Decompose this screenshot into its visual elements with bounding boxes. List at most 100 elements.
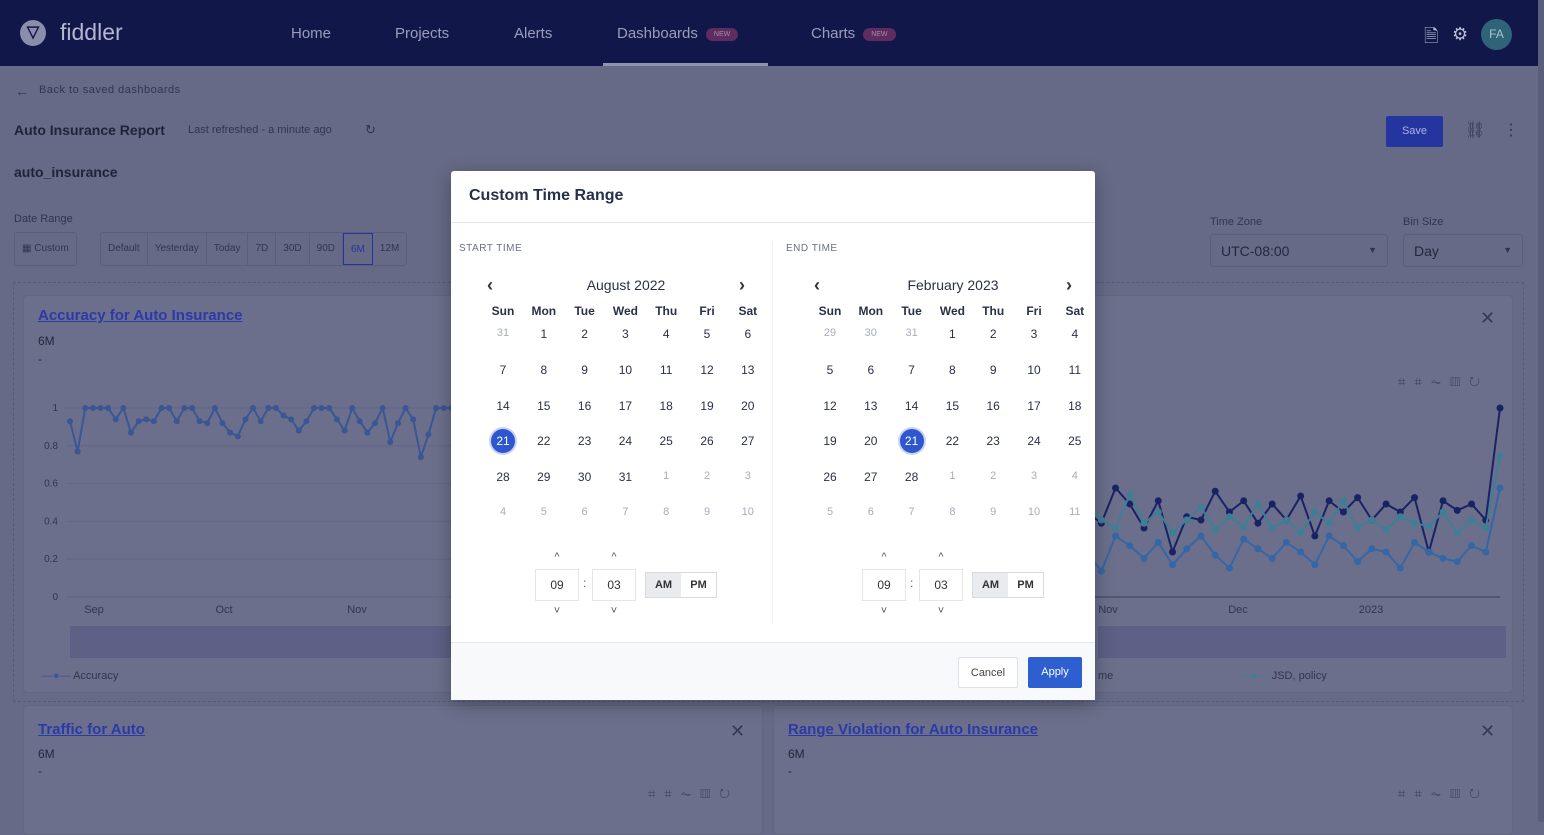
nav-projects[interactable]: Projects <box>395 25 450 42</box>
calendar-day[interactable]: 4 <box>1071 470 1078 483</box>
calendar-day[interactable]: 22 <box>945 434 960 449</box>
chart-toolbar[interactable]: ⌗⌗⏦▥↻ <box>1398 786 1490 801</box>
calendar-day[interactable]: 15 <box>537 398 551 413</box>
calendar-day[interactable]: 15 <box>945 398 960 413</box>
scrollbar[interactable] <box>1538 0 1544 822</box>
calendar-day[interactable]: 24 <box>618 434 633 449</box>
calendar-day[interactable]: 21 <box>491 429 515 454</box>
calendar-day[interactable]: 16 <box>986 398 1000 413</box>
calendar-day[interactable]: 17 <box>618 398 633 413</box>
next-month-icon[interactable]: › <box>739 275 745 295</box>
calendar-day[interactable]: 14 <box>496 398 510 413</box>
legend-label[interactable]: me <box>1098 670 1114 682</box>
calendar-day[interactable]: 5 <box>826 506 834 518</box>
calendar-day[interactable]: 31 <box>618 470 633 485</box>
hour-up-icon[interactable]: ^ <box>881 551 887 563</box>
calendar-day[interactable]: 7 <box>499 362 507 377</box>
calendar-day[interactable]: 24 <box>1027 434 1041 449</box>
calendar-day[interactable]: 26 <box>700 434 714 449</box>
minute-input[interactable]: 03 <box>592 569 636 601</box>
calendar-day[interactable]: 23 <box>986 434 1000 449</box>
range-7d[interactable]: 7D <box>248 233 277 265</box>
range-12m[interactable]: 12M <box>379 243 400 254</box>
calendar-day[interactable]: 7 <box>622 506 629 518</box>
prev-month-icon[interactable]: ‹ <box>487 275 493 295</box>
hour-down-icon[interactable]: ˅ <box>553 605 561 617</box>
document-icon[interactable]: 🗎 <box>1424 26 1439 46</box>
calendar-day[interactable]: 5 <box>703 327 711 341</box>
calendar-day[interactable]: 6 <box>867 506 874 518</box>
calendar-day[interactable]: 18 <box>659 398 673 413</box>
prev-month-icon[interactable]: ‹ <box>814 275 820 295</box>
calendar-day[interactable]: 9 <box>581 362 588 377</box>
calendar-day[interactable]: 31 <box>496 327 510 339</box>
minute-up-icon[interactable]: ^ <box>611 551 617 563</box>
link-icon[interactable]: ⛓ <box>1465 122 1486 139</box>
range-default[interactable]: Default <box>101 233 148 265</box>
nav-charts[interactable]: Charts NEW <box>811 25 896 42</box>
calendar-day[interactable]: 30 <box>577 470 592 485</box>
calendar-day[interactable]: 26 <box>823 470 837 485</box>
hour-down-icon[interactable]: ˅ <box>880 605 888 617</box>
calendar-day[interactable]: 22 <box>537 434 551 449</box>
calendar-day[interactable]: 5 <box>826 362 834 377</box>
minute-down-icon[interactable]: ˅ <box>937 605 945 617</box>
legend-jsd-policy[interactable]: —●— JSD, policy <box>1240 670 1327 682</box>
calendar-day[interactable]: 17 <box>1027 398 1041 413</box>
minute-down-icon[interactable]: ˅ <box>610 605 618 617</box>
range-90d[interactable]: 90D <box>310 233 343 265</box>
pm-button[interactable]: PM <box>690 579 707 591</box>
calendar-day[interactable]: 31 <box>905 327 918 339</box>
calendar-day[interactable]: 27 <box>864 470 878 485</box>
calendar-day[interactable]: 4 <box>662 327 670 341</box>
calendar-day[interactable]: 2 <box>581 327 588 341</box>
calendar-day[interactable]: 1 <box>663 470 670 483</box>
am-button[interactable]: AM <box>646 573 681 597</box>
calendar-day[interactable]: 8 <box>663 506 670 518</box>
calendar-day[interactable]: 7 <box>908 362 915 377</box>
calendar-day[interactable]: 4 <box>499 506 507 518</box>
calendar-day[interactable]: 11 <box>659 362 673 377</box>
legend-accuracy[interactable]: —●— Accuracy <box>42 670 118 682</box>
calendar-day[interactable]: 19 <box>823 434 837 449</box>
range-today[interactable]: Today <box>207 233 249 265</box>
calendar-day[interactable]: 13 <box>864 398 878 413</box>
chart-toolbar[interactable]: ⌗⌗⏦▥↻ <box>1398 374 1490 389</box>
calendar-day[interactable]: 2 <box>703 470 711 483</box>
range-30d[interactable]: 30D <box>276 233 310 265</box>
back-arrow-icon[interactable]: ← <box>15 83 29 99</box>
calendar-day[interactable]: 6 <box>581 506 588 518</box>
calendar-day[interactable]: 10 <box>618 362 633 377</box>
calendar-day[interactable]: 30 <box>864 327 877 339</box>
calendar-day[interactable]: 1 <box>949 470 956 483</box>
apply-button[interactable]: Apply <box>1028 657 1082 688</box>
calendar-day[interactable]: 18 <box>1068 398 1082 413</box>
calendar-day[interactable]: 4 <box>1071 327 1079 341</box>
calendar-day[interactable]: 29 <box>537 470 551 485</box>
calendar-day[interactable]: 6 <box>744 327 752 341</box>
calendar-day[interactable]: 3 <box>622 327 629 341</box>
chart-toolbar[interactable]: ⌗⌗⏦▥↻ <box>648 786 740 801</box>
calendar-day[interactable]: 6 <box>867 362 875 377</box>
calendar-day[interactable]: 7 <box>908 506 915 518</box>
am-button[interactable]: AM <box>973 573 1008 597</box>
refresh-icon[interactable]: ↻ <box>365 122 376 137</box>
calendar-day[interactable]: 23 <box>577 434 592 449</box>
more-options-icon[interactable]: ⋮ <box>1503 122 1519 139</box>
calendar-day[interactable]: 10 <box>741 506 754 518</box>
calendar-day[interactable]: 28 <box>496 470 510 485</box>
back-link[interactable]: Back to saved dashboards <box>39 84 181 96</box>
chart-title[interactable]: Accuracy for Auto Insurance <box>38 307 243 324</box>
calendar-day[interactable]: 5 <box>540 506 547 518</box>
calendar-day[interactable]: 27 <box>741 434 755 449</box>
calendar-day[interactable]: 8 <box>949 362 956 377</box>
calendar-day[interactable]: 20 <box>864 434 878 449</box>
close-icon[interactable]: ✕ <box>1480 308 1496 328</box>
calendar-day[interactable]: 11 <box>1069 506 1081 518</box>
calendar-day[interactable]: 2 <box>989 327 997 341</box>
hour-input[interactable]: 09 <box>862 569 906 601</box>
calendar-day[interactable]: 29 <box>823 327 837 339</box>
calendar-day[interactable]: 21 <box>899 429 924 454</box>
hour-input[interactable]: 09 <box>535 569 579 601</box>
calendar-day[interactable]: 1 <box>949 327 956 341</box>
